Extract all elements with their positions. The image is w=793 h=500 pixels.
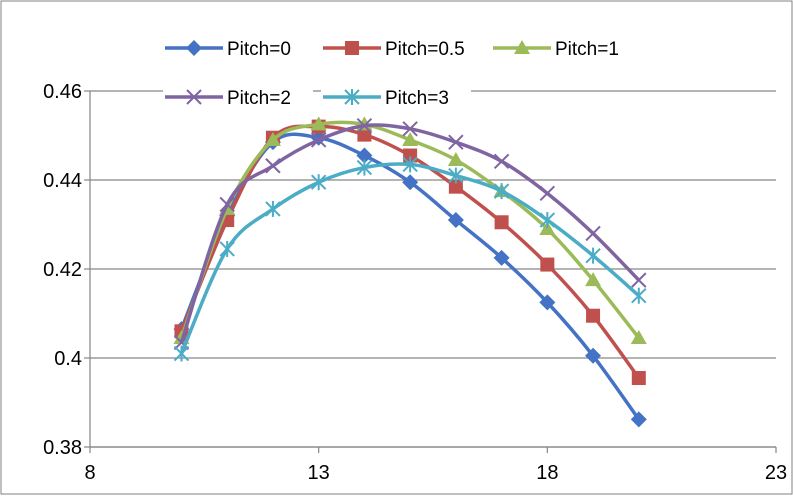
data-point bbox=[356, 147, 373, 164]
legend-marker bbox=[186, 40, 202, 56]
data-point bbox=[403, 148, 418, 163]
data-point bbox=[402, 174, 419, 191]
data-point bbox=[493, 249, 510, 266]
data-point bbox=[493, 183, 510, 200]
y-tick-label: 0.38 bbox=[43, 437, 82, 459]
legend-marker bbox=[344, 89, 360, 105]
data-point bbox=[630, 329, 647, 344]
data-point bbox=[447, 151, 464, 166]
legend-label: Pitch=2 bbox=[227, 88, 291, 109]
data-point bbox=[540, 257, 555, 272]
data-point bbox=[264, 131, 281, 146]
y-tick-label: 0.46 bbox=[43, 81, 82, 103]
data-point bbox=[310, 116, 327, 131]
data-point bbox=[585, 272, 602, 287]
x-tick-label: 8 bbox=[84, 462, 95, 484]
data-point bbox=[631, 371, 646, 386]
data-point bbox=[586, 308, 601, 323]
y-tick-label: 0.4 bbox=[54, 348, 82, 370]
legend-label: Pitch=1 bbox=[555, 39, 619, 60]
data-point bbox=[402, 131, 419, 146]
series-line bbox=[179, 162, 640, 355]
data-point bbox=[448, 167, 464, 184]
x-tick-label: 18 bbox=[536, 462, 558, 484]
data-point bbox=[585, 225, 601, 242]
data-point bbox=[356, 159, 373, 176]
data-point bbox=[631, 287, 647, 304]
data-point bbox=[494, 215, 509, 230]
data-point bbox=[539, 294, 556, 311]
legend-label: Pitch=3 bbox=[385, 88, 449, 109]
x-tick-label: 13 bbox=[308, 462, 330, 484]
legend-marker bbox=[186, 89, 202, 105]
y-tick-label: 0.44 bbox=[43, 170, 82, 192]
series-line bbox=[179, 123, 641, 343]
data-point bbox=[173, 345, 190, 362]
data-point bbox=[219, 196, 235, 213]
data-point bbox=[447, 212, 464, 229]
y-tick-label: 0.42 bbox=[43, 259, 82, 281]
legend-marker bbox=[514, 40, 530, 54]
data-point bbox=[630, 411, 647, 428]
data-point bbox=[448, 134, 464, 150]
data-point bbox=[493, 153, 510, 170]
legend: Pitch=0 Pitch=0.5 Pitch=1 Pitch=2 Pitch=3 bbox=[163, 34, 641, 111]
data-point bbox=[310, 132, 327, 148]
data-point bbox=[402, 156, 418, 173]
data-point bbox=[448, 179, 463, 194]
legend-label: Pitch=0.5 bbox=[385, 39, 465, 60]
legend-item-4: Pitch=3 bbox=[321, 83, 471, 111]
x-tick-label: 23 bbox=[765, 462, 787, 484]
legend-label: Pitch=0 bbox=[227, 39, 291, 60]
legend-item-0: Pitch=0 bbox=[163, 34, 313, 62]
data-point bbox=[402, 121, 418, 137]
legend-item-3: Pitch=2 bbox=[163, 83, 313, 111]
series-4 bbox=[173, 156, 647, 362]
data-point bbox=[585, 247, 601, 264]
data-point bbox=[585, 347, 602, 364]
data-point bbox=[539, 185, 556, 202]
data-point bbox=[219, 240, 235, 257]
data-point bbox=[356, 118, 373, 134]
data-point bbox=[539, 212, 556, 229]
axes: 0.38 0.4 0.42 0.44 0.46 8 13 18 23 bbox=[43, 81, 787, 484]
series-line bbox=[179, 120, 641, 340]
series-3 bbox=[173, 118, 647, 351]
legend-item-1: Pitch=0.5 bbox=[321, 34, 471, 62]
data-point bbox=[265, 200, 281, 217]
data-point bbox=[310, 174, 327, 191]
data-point bbox=[357, 127, 372, 142]
data-point bbox=[265, 158, 281, 174]
legend-item-2: Pitch=1 bbox=[491, 34, 641, 62]
series-group bbox=[173, 116, 647, 428]
data-point bbox=[631, 272, 647, 288]
legend-marker bbox=[345, 41, 359, 55]
